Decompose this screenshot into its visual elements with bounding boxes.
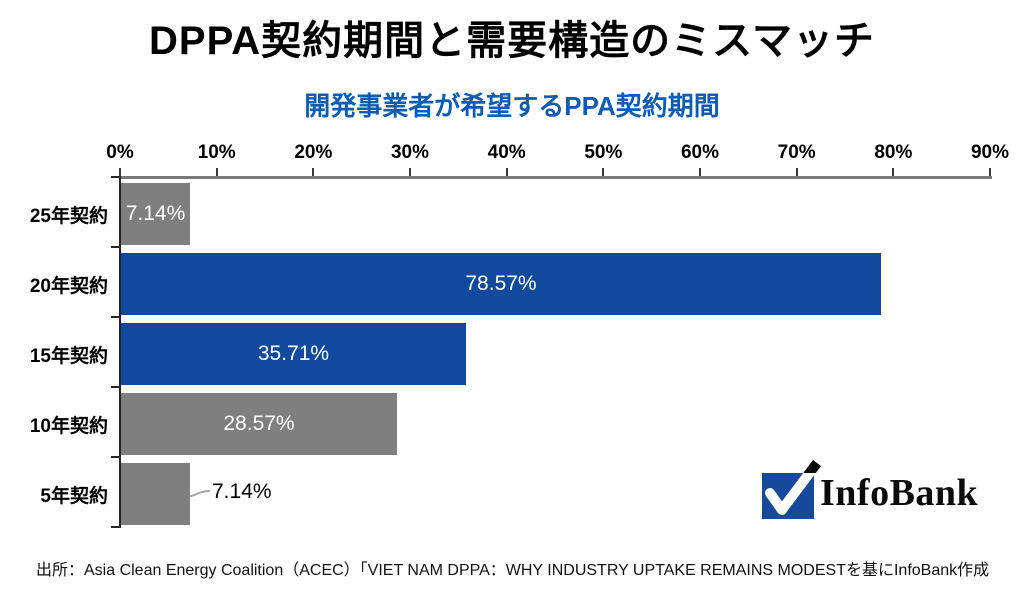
category-label: 10年契約 [29, 416, 108, 437]
bar-value-label: 35.71% [257, 342, 330, 365]
x-tick-mark [215, 168, 218, 176]
source-note: 出所：Asia Clean Energy Coalition（ACEC）「VIE… [36, 562, 990, 579]
category-label: 20年契約 [29, 276, 108, 297]
y-tick-mark [111, 386, 119, 388]
y-tick-mark [111, 246, 119, 248]
y-tick-mark [111, 176, 119, 178]
page-title: DPPA契約期間と需要構造のミスマッチ [149, 19, 875, 63]
category-label: 25年契約 [29, 206, 108, 227]
x-tick-mark [892, 168, 895, 176]
x-tick-mark [312, 168, 315, 176]
x-tick-label: 50% [584, 142, 623, 163]
infobank-logo: InfoBank [756, 458, 986, 522]
bar-value-label: 7.14% [125, 202, 186, 225]
x-tick-mark [409, 168, 411, 176]
x-tick-label: 60% [680, 142, 720, 163]
bar [121, 253, 881, 315]
category-label: 15年契約 [29, 346, 108, 367]
x-tick-mark [699, 168, 701, 176]
x-tick-mark [602, 168, 605, 176]
y-tick-mark [111, 456, 119, 458]
x-tick-label: 80% [874, 142, 913, 163]
bar-value-label: 7.14% [212, 480, 272, 503]
x-tick-mark [795, 168, 798, 176]
bar [121, 183, 190, 245]
x-tick-mark [505, 168, 508, 176]
x-tick-label: 10% [197, 142, 236, 163]
infobank-checkmark-icon [762, 460, 821, 519]
x-tick-mark [989, 168, 991, 176]
x-tick-label: 40% [487, 142, 526, 163]
x-tick-label: 0% [106, 142, 134, 163]
infobank-logo-text: InfoBank [820, 472, 979, 514]
bar-value-label: 78.57% [465, 272, 537, 295]
x-tick-label: 30% [390, 142, 430, 163]
category-label: 5年契約 [40, 486, 108, 507]
y-tick-mark [111, 526, 119, 528]
x-tick-label: 90% [970, 142, 1010, 163]
x-tick-mark [119, 168, 121, 176]
x-tick-label: 20% [294, 142, 333, 163]
bar-value-label: 28.57% [223, 412, 295, 435]
bar-chart: 0% 10% 20% 30% 40% 50% 60% 70% 80% 90% 25年契約 7.14% 2… [0, 130, 1024, 540]
label-leader-line [189, 490, 211, 497]
x-tick-label: 70% [777, 142, 816, 163]
y-tick-mark [111, 316, 119, 318]
bar [121, 393, 397, 455]
chart-title: 開発事業者が希望するPPA契約期間 [304, 91, 720, 121]
x-axis-line [120, 176, 992, 179]
bar [121, 323, 466, 385]
y-axis-line [119, 176, 121, 528]
bar [121, 463, 190, 525]
